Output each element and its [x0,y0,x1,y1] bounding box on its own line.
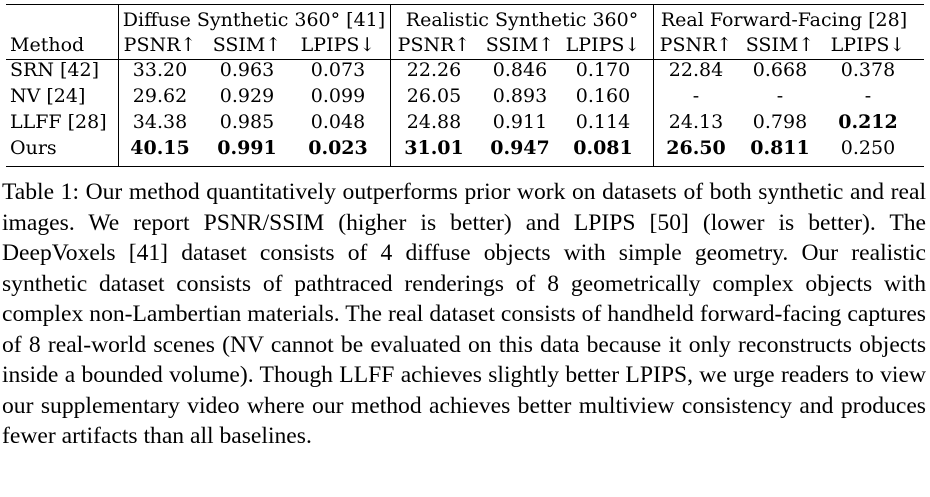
results-table: Diffuse Synthetic 360° [41] Realistic Sy… [6,4,924,167]
table-cell: 0.170 [575,59,631,81]
table-cell: 24.13 [668,111,724,133]
table-row-method: NV [24] [10,85,86,107]
table-cell: 31.01 [404,137,464,159]
table-cell: 0.160 [575,85,631,107]
table-cell: 33.20 [132,59,188,81]
table-col-divider [390,4,391,167]
table-cell: 0.985 [219,111,275,133]
table-cell: - [776,85,784,107]
table-cell: 26.50 [666,137,726,159]
table-cell: 0.212 [838,111,898,133]
table-cell: 0.023 [308,137,368,159]
metric-header: PSNR↑ [659,34,733,56]
table-bottom-rule [6,166,924,167]
table-row-method: SRN [42] [10,59,99,81]
table-cell: 0.947 [490,137,550,159]
metric-header: SSIM↑ [745,34,815,56]
table-cell: 0.963 [219,59,275,81]
table-row-method: Ours [10,137,57,159]
table-cell: 26.05 [406,85,462,107]
table-cell: 0.048 [310,111,366,133]
table-header-rule [6,59,924,60]
table-cell: 0.929 [219,85,275,107]
table-cell: 0.991 [217,137,277,159]
table-cell: 0.081 [573,137,633,159]
table-cell: 0.893 [492,85,548,107]
table-cell: 0.798 [752,111,808,133]
table-cell: 0.099 [310,85,366,107]
table-cell: 24.88 [406,111,462,133]
group-title: Diffuse Synthetic 360° [41] [122,9,386,31]
table-cell: 0.846 [492,59,548,81]
table-cell: 0.668 [752,59,808,81]
metric-header: SSIM↑ [212,34,282,56]
group-title: Real Forward-Facing [28] [660,9,908,31]
table-cell: 0.250 [840,137,896,159]
metric-header: LPIPS↓ [300,34,376,56]
stub-header: Method [10,34,85,56]
table-top-rule [6,4,924,5]
table-cell: 22.84 [668,59,724,81]
table-cell: - [692,85,700,107]
group-title: Realistic Synthetic 360° [405,9,639,31]
table-cell: 40.15 [130,137,190,159]
table-cell: 0.911 [492,111,548,133]
table-cell: 22.26 [406,59,462,81]
table-cell: - [864,85,872,107]
table-cell: 34.38 [132,111,188,133]
metric-header: SSIM↑ [485,34,555,56]
metric-header: PSNR↑ [397,34,471,56]
table-row-method: LLFF [28] [10,111,107,133]
table-cell: 0.811 [750,137,810,159]
table-col-divider [653,4,654,167]
metric-header: LPIPS↓ [565,34,641,56]
table-cell: 0.073 [310,59,366,81]
table-caption: Table 1: Our method quantitatively outpe… [2,179,926,449]
metric-header: LPIPS↓ [830,34,906,56]
table-cell: 29.62 [132,85,188,107]
table-cell: 0.378 [840,59,896,81]
table-cell: 0.114 [575,111,631,133]
metric-header: PSNR↑ [123,34,197,56]
table-col-divider [118,4,119,167]
